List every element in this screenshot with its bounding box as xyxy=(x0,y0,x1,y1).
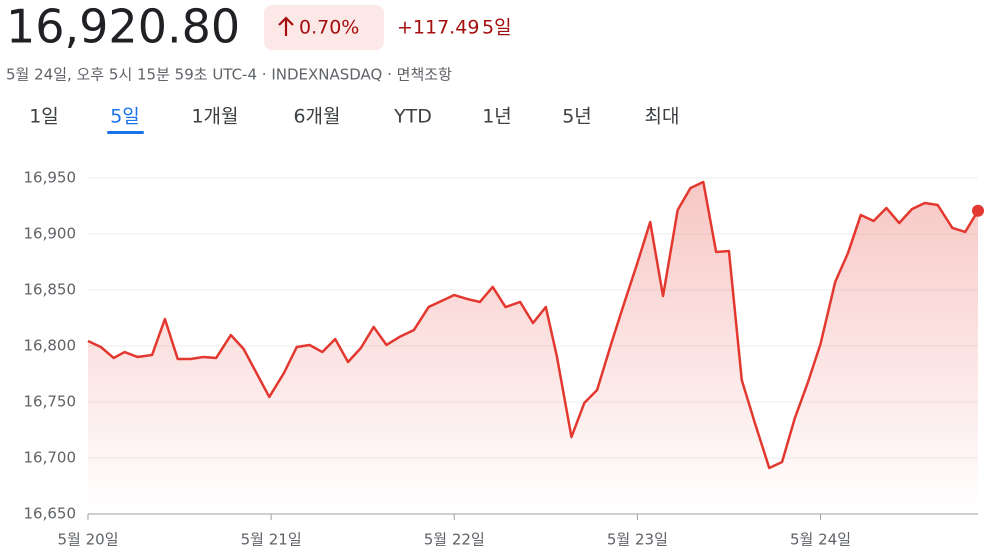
x-tick-label: 5월 24일 xyxy=(790,531,851,549)
tab[interactable]: 최대 xyxy=(645,106,680,128)
x-tick-label: 5월 22일 xyxy=(424,531,485,549)
subtitle: 5월 24일, 오후 5시 15분 59초 UTC-4 · INDEXNASDA… xyxy=(6,66,452,84)
price: 16,920.80 xyxy=(6,0,240,54)
plot: 16,650 16,700 16,750 16,800 16,850 16,900 16,9… xyxy=(24,169,984,549)
tab[interactable]: 1일 xyxy=(29,106,59,128)
tab[interactable]: 1개월 xyxy=(191,106,238,128)
price-line xyxy=(87,180,980,470)
change-period: 5일 xyxy=(482,17,512,39)
tab[interactable]: YTD xyxy=(393,106,432,128)
change-percent: 0.70% xyxy=(299,17,359,39)
change: +117.49 xyxy=(397,17,479,39)
area-fill xyxy=(88,182,978,515)
last-point xyxy=(972,204,984,217)
tab[interactable]: 5년 xyxy=(562,106,592,128)
change-badge xyxy=(264,5,384,50)
y-tick-label: 16,900 xyxy=(24,225,77,243)
y-tick-label: 16,800 xyxy=(24,337,77,355)
y-tick-label: 16,850 xyxy=(24,281,77,299)
y-tick-label: 16,950 xyxy=(24,169,77,187)
x-tick-label: 5월 21일 xyxy=(241,531,302,549)
y-tick-label: 16,750 xyxy=(24,393,77,411)
x-tick-label: 5월 20일 xyxy=(58,531,119,549)
y-tick-label: 16,650 xyxy=(24,505,77,523)
tab[interactable]: 6개월 xyxy=(293,106,340,128)
tab[interactable]: 1년 xyxy=(482,106,512,128)
up-arrow xyxy=(278,16,294,36)
y-tick-label: 16,700 xyxy=(24,449,77,467)
tab-selected[interactable]: 5일 xyxy=(110,106,140,128)
tab-underline xyxy=(107,131,144,134)
x-tick-label: 5월 23일 xyxy=(607,531,668,549)
